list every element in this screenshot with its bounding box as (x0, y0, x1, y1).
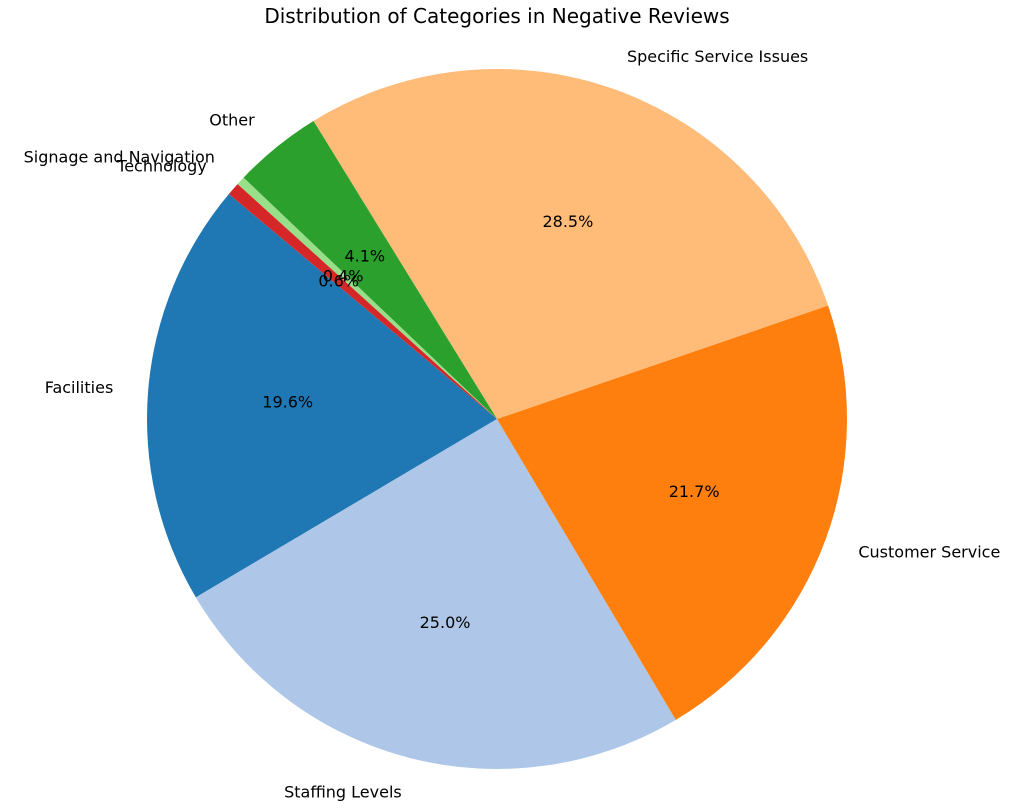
category-label-customer-service: Customer Service (858, 542, 1000, 561)
category-labels: Facilities Staffing Levels Customer Servic… (24, 47, 1001, 801)
pct-label-technology: 0.6% (318, 272, 359, 291)
pct-label-customer-service: 21.7% (669, 482, 720, 501)
category-label-staffing-levels: Staffing Levels (284, 783, 402, 802)
pie-slice-customer-service (497, 305, 847, 720)
pie-slice-other (243, 120, 497, 419)
category-label-other: Other (209, 110, 255, 129)
pct-labels: 19.6% 25.0% 21.7% 28.5% 4.1% 0.4%0.6% (262, 212, 719, 632)
pie-slice-specific-service-issues (313, 69, 829, 419)
pct-label-other: 4.1% (344, 246, 385, 265)
category-label-technology: Technology (116, 157, 207, 176)
pie-slice-signage-and-navigation (237, 177, 498, 419)
category-label-facilities: Facilities (45, 378, 114, 397)
pct-label-staffing-levels: 25.0% (420, 613, 471, 632)
pct-label-facilities: 19.6% (262, 392, 313, 411)
chart-title: Distribution of Categories in Negative R… (264, 4, 729, 28)
pie-slices (147, 69, 847, 769)
pct-label-specific-service-issues: 28.5% (542, 212, 593, 231)
pie-slice-technology (228, 184, 497, 419)
category-label-signage-and-navigation: Signage and Navigation (24, 148, 215, 167)
pie-slice-staffing-levels (195, 419, 676, 769)
category-label-specific-service-issues: Specific Service Issues (627, 47, 808, 66)
pie-slice-facilities (147, 194, 497, 598)
pct-label-signage-and-navigation: 0.4% (323, 267, 364, 286)
